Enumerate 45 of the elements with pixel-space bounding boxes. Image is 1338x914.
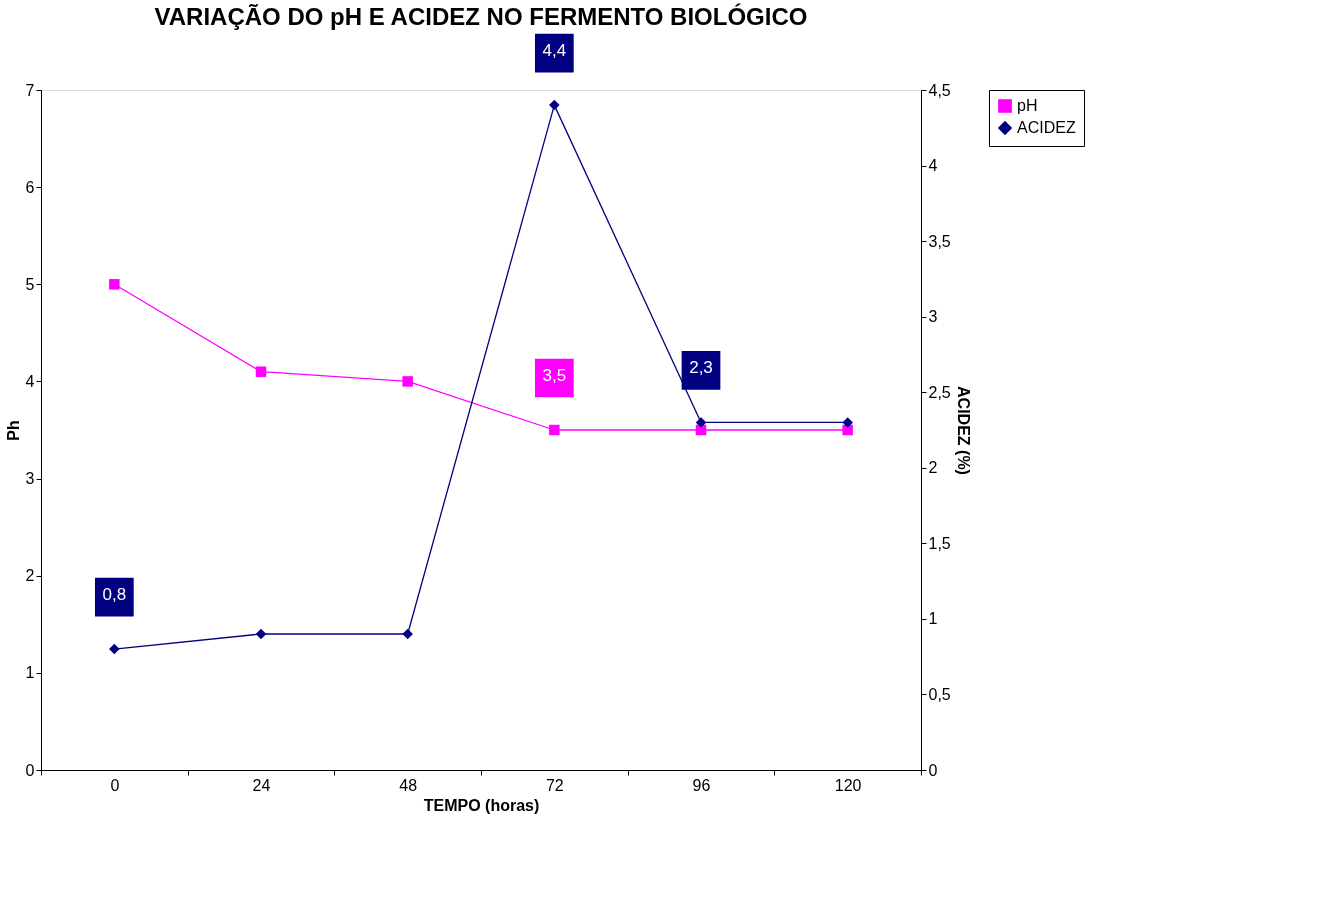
point xyxy=(109,279,120,290)
y2-tick-label: 1,5 xyxy=(928,534,951,552)
x-tick-label: 96 xyxy=(692,776,711,794)
point xyxy=(109,643,120,655)
data-label: 3,5 xyxy=(542,366,567,385)
x-tick-label: 0 xyxy=(110,776,120,794)
y2-tick-label: 1 xyxy=(928,610,938,628)
x-tick-label: 24 xyxy=(252,776,271,794)
data-label: 0,8 xyxy=(102,585,127,605)
y2-tick-label: 3,5 xyxy=(928,232,951,250)
point xyxy=(695,417,707,428)
y-tick-label: 0 xyxy=(25,761,35,779)
y2-tick-label: 2,5 xyxy=(928,383,951,401)
y-tick-label: 4 xyxy=(25,372,35,390)
point xyxy=(549,424,560,436)
x-axis-title: TEMPO (horas) xyxy=(423,796,540,814)
y-tick-label: 6 xyxy=(25,178,35,196)
y-tick-label: 5 xyxy=(25,275,35,293)
y-tick-label: 7 xyxy=(25,81,35,99)
y2-tick-label: 3 xyxy=(928,308,938,326)
point xyxy=(842,417,853,428)
x-tick-label: 72 xyxy=(545,776,564,794)
data-label: 2,3 xyxy=(689,358,713,378)
y2-tick-label: 4,5 xyxy=(928,81,951,99)
data-label: 4,4 xyxy=(542,41,567,61)
y-axis-title: Ph xyxy=(4,420,22,441)
y2-axis-title: ACIDEZ (%) xyxy=(954,386,972,475)
legend-label: pH xyxy=(1017,97,1038,114)
y2-tick-label: 0 xyxy=(928,761,938,779)
point xyxy=(255,366,267,377)
y2-tick-label: 0,5 xyxy=(928,685,951,703)
legend-label: ACIDEZ xyxy=(1017,119,1076,136)
chart-title: VARIAÇÃO DO pH E ACIDEZ NO FERMENTO BIOLÓGICO xyxy=(154,2,808,30)
x-tick-label: 120 xyxy=(834,776,862,794)
x-tick-label: 48 xyxy=(399,776,418,794)
point xyxy=(402,376,413,387)
y2-tick-label: 2 xyxy=(928,459,938,477)
y-tick-label: 3 xyxy=(25,470,35,488)
y-tick-label: 1 xyxy=(25,664,35,682)
point xyxy=(549,99,560,111)
y-tick-label: 2 xyxy=(25,567,35,585)
y2-tick-label: 4 xyxy=(928,157,938,175)
point xyxy=(255,628,267,640)
point xyxy=(842,424,853,436)
point xyxy=(402,628,413,640)
